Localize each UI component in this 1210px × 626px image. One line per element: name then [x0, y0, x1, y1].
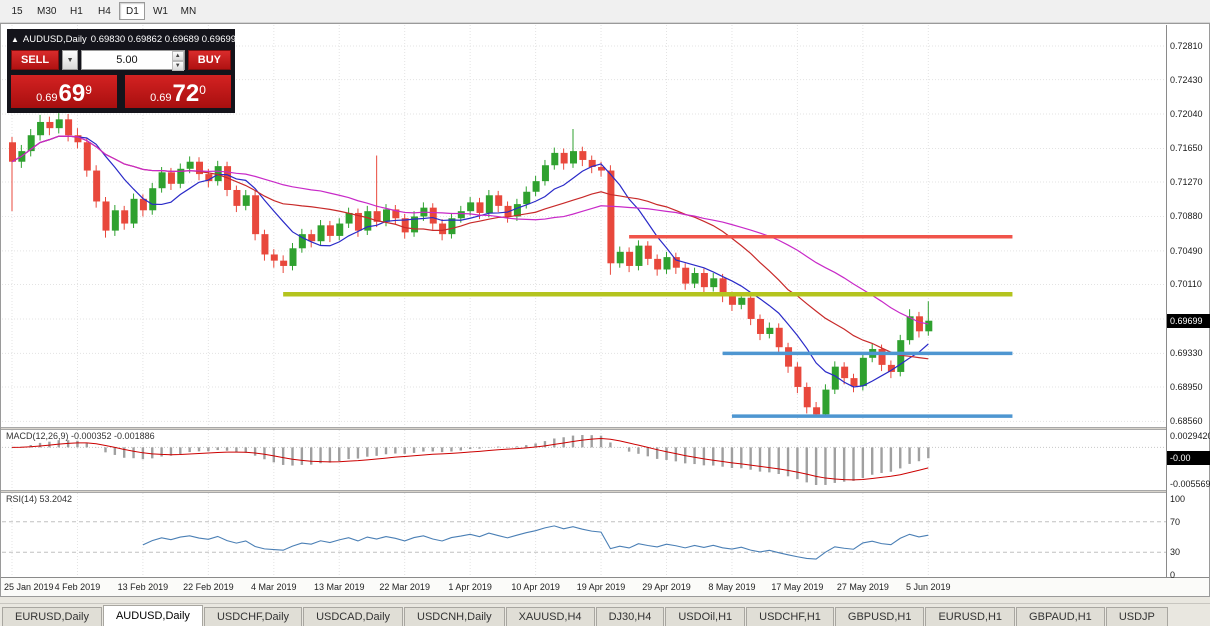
- date-axis-label: 8 May 2019: [708, 582, 756, 592]
- timeframe-button-m30[interactable]: M30: [32, 2, 61, 20]
- date-axis-label: 4 Mar 2019: [251, 582, 297, 592]
- sell-quote-prefix: 0.69: [36, 92, 58, 104]
- tab-usdcad-daily[interactable]: USDCAD,Daily: [303, 607, 404, 626]
- price-scale-label: 0.69330: [1170, 348, 1203, 359]
- date-axis[interactable]: 25 Jan 2019 4 Feb 2019 13 Feb 2019 22 Feb 2…: [1, 578, 1209, 596]
- date-axis-label: 4 Feb 2019: [54, 582, 101, 592]
- price-scale[interactable]: 0.72810 0.72430 0.72040 0.71650 0.71270 0.708…: [1166, 25, 1210, 580]
- macd-indicator-label: MACD(12,26,9) -0.000352 -0.001886: [6, 431, 155, 441]
- sell-quote[interactable]: 0.69 69 9: [11, 75, 117, 108]
- chart-window: 0.72810 0.72430 0.72040 0.71650 0.71270 0.708…: [0, 23, 1210, 597]
- price-scale-label: 0.70490: [1170, 245, 1203, 256]
- symbol-ohlc-readout: ▲ AUDUSD,Daily 0.69830 0.69862 0.69689 0…: [11, 32, 236, 46]
- tab-usdcnh-daily[interactable]: USDCNH,Daily: [404, 607, 505, 626]
- date-axis-label: 29 Apr 2019: [642, 582, 691, 592]
- sell-button[interactable]: SELL: [11, 50, 60, 70]
- date-axis-label: 13 Mar 2019: [313, 582, 365, 592]
- one-click-trade-panel: ▲ AUDUSD,Daily 0.69830 0.69862 0.69689 0…: [7, 29, 236, 113]
- price-scale-label: 0.70110: [1170, 279, 1202, 290]
- tab-usdchf-h1[interactable]: USDCHF,H1: [746, 607, 834, 626]
- timeframe-button-mn[interactable]: MN: [175, 2, 201, 20]
- date-axis-label: 10 Apr 2019: [511, 582, 560, 592]
- tab-usdoil-h1[interactable]: USDOil,H1: [665, 607, 746, 626]
- timeframe-button-w1[interactable]: W1: [147, 2, 173, 20]
- tab-audusd-daily[interactable]: AUDUSD,Daily: [102, 605, 203, 626]
- volume-spinner[interactable]: ▲ ▼: [171, 51, 184, 71]
- date-axis-label: 13 Feb 2019: [117, 582, 169, 592]
- rsi-pane-canvas[interactable]: [2, 493, 1166, 577]
- macd-current-box: -0.00: [1167, 451, 1210, 466]
- tab-gbpaud-h1[interactable]: GBPAUD,H1: [1016, 607, 1105, 626]
- buy-quote-pips: 72: [172, 80, 200, 107]
- price-scale-label: 0.72040: [1170, 109, 1203, 120]
- price-scale-label: 0.71650: [1170, 143, 1203, 154]
- timeframe-button-d1[interactable]: D1: [119, 2, 146, 20]
- tab-xauusd-h4[interactable]: XAUUSD,H4: [505, 607, 595, 626]
- price-chart-canvas[interactable]: [2, 25, 1166, 427]
- buy-quote[interactable]: 0.69 72 0: [125, 75, 231, 108]
- tab-eurusd-daily[interactable]: EURUSD,Daily: [2, 607, 102, 626]
- timeframe-button-h1[interactable]: H1: [63, 2, 89, 20]
- price-scale-label: 0.72810: [1170, 41, 1203, 51]
- price-scale-label: 0.68560: [1170, 416, 1203, 427]
- spin-up-icon[interactable]: ▲: [171, 51, 184, 61]
- rsi-scale-label: 30: [1170, 547, 1181, 558]
- volume-value[interactable]: 5.00: [116, 54, 138, 66]
- date-axis-label: 19 Apr 2019: [576, 582, 626, 592]
- timeframe-toolbar: 15 M30 H1 H4 D1 W1 MN: [0, 0, 1210, 23]
- rsi-scale-label: 100: [1170, 494, 1186, 504]
- macd-scale-bottom: -0.0055690: [1170, 479, 1210, 489]
- price-scale-label: 0.70880: [1170, 211, 1203, 222]
- rsi-scale-label: 0: [1170, 570, 1176, 580]
- rsi-scale-label: 70: [1170, 516, 1181, 527]
- spin-down-icon[interactable]: ▼: [171, 61, 184, 71]
- volume-dropdown-button[interactable]: ▼: [62, 50, 79, 70]
- price-scale-label: 0.71270: [1170, 177, 1203, 188]
- buy-quote-prefix: 0.69: [150, 92, 172, 104]
- panel-collapse-icon[interactable]: ▲: [11, 34, 19, 44]
- axis-divider: [1, 577, 1209, 578]
- buy-button[interactable]: BUY: [187, 50, 231, 70]
- pane-splitter[interactable]: [1, 490, 1209, 493]
- timeframe-button-h4[interactable]: H4: [91, 2, 117, 20]
- price-scale-label: 0.68950: [1170, 381, 1203, 392]
- tab-gbpusd-h1[interactable]: GBPUSD,H1: [834, 607, 925, 626]
- timeframe-button-15[interactable]: 15: [4, 2, 30, 20]
- tab-usdchf-daily[interactable]: USDCHF,Daily: [203, 607, 303, 626]
- price-scale-label: 0.72430: [1170, 74, 1203, 85]
- date-axis-label: 17 May 2019: [771, 582, 824, 592]
- pane-splitter[interactable]: [1, 427, 1209, 430]
- macd-scale-top: 0.0029420: [1170, 431, 1210, 441]
- date-axis-label: 5 Jun 2019: [906, 582, 951, 592]
- symbol-name: AUDUSD,Daily: [22, 33, 87, 45]
- bottom-strip: [0, 597, 1210, 603]
- chart-tabs: EURUSD,Daily AUDUSD,Daily USDCHF,Daily USDC…: [0, 603, 1210, 626]
- current-price-box: 0.69699: [1167, 313, 1210, 328]
- tab-dj30-h4[interactable]: DJ30,H4: [595, 607, 665, 626]
- rsi-indicator-label: RSI(14) 53.2042: [6, 494, 73, 504]
- date-axis-label: 22 Feb 2019: [183, 582, 234, 592]
- ohlc-values: 0.69830 0.69862 0.69689 0.69699: [90, 33, 237, 45]
- volume-field[interactable]: 5.00 ▲ ▼: [81, 50, 185, 71]
- buy-quote-point: 0: [199, 83, 206, 97]
- macd-pane-canvas[interactable]: [2, 430, 1166, 490]
- date-axis-label: 25 Jan 2019: [4, 582, 54, 592]
- date-axis-label: 27 May 2019: [836, 582, 889, 592]
- sell-quote-pips: 69: [58, 80, 86, 107]
- sell-quote-point: 9: [85, 83, 92, 97]
- tab-usdjp[interactable]: USDJP: [1105, 607, 1168, 626]
- date-axis-label: 1 Apr 2019: [448, 582, 492, 592]
- tab-eurusd-h1[interactable]: EURUSD,H1: [925, 607, 1016, 626]
- date-axis-label: 22 Mar 2019: [379, 582, 430, 592]
